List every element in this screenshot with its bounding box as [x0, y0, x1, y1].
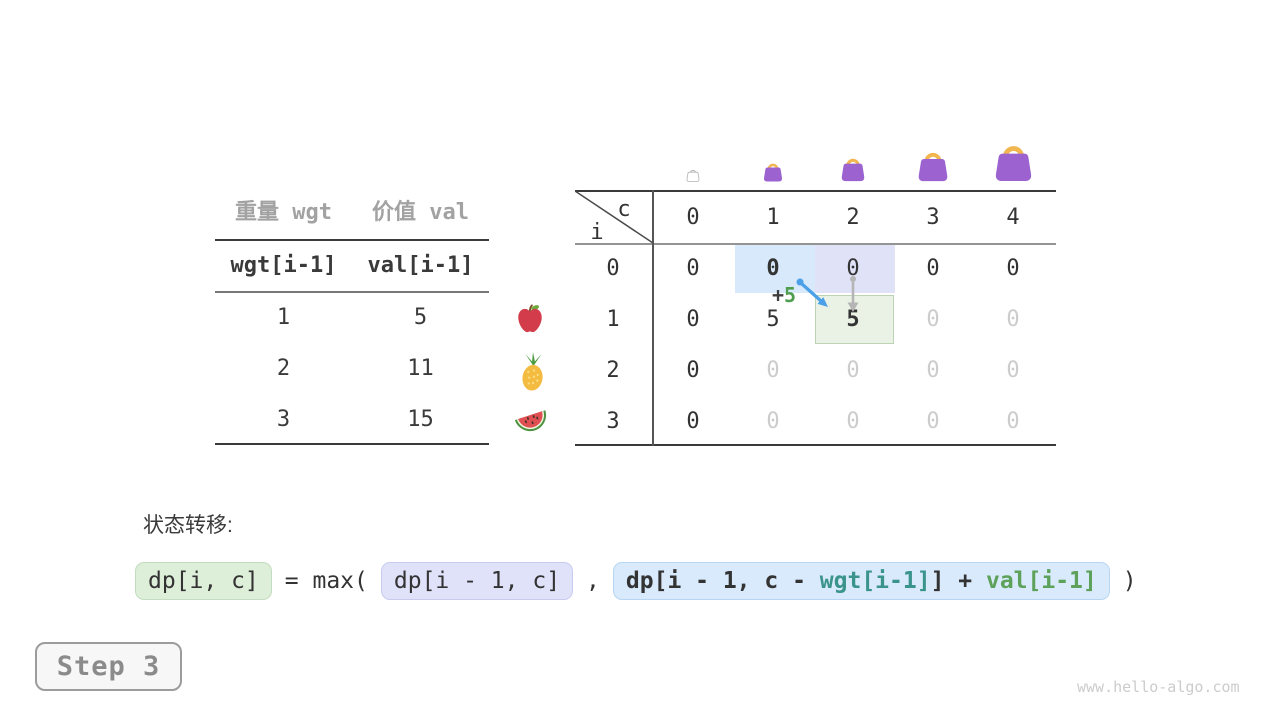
keep-chip: dp[i - 1, c]	[380, 562, 574, 600]
dp-cell: 0	[686, 409, 700, 434]
item-value: 15	[407, 407, 434, 432]
item-table-header: 重量 wgt 价值 val	[215, 194, 489, 226]
formula-comma: ,	[586, 568, 600, 594]
pineapple-icon	[522, 352, 543, 391]
col-header: 0	[686, 205, 700, 230]
dp-cell: 0	[766, 256, 780, 281]
dp-cell: 0	[1006, 256, 1020, 281]
dp-cell: 0	[926, 409, 940, 434]
add-value-label: +5	[771, 283, 797, 307]
formula-close-paren: )	[1122, 568, 1137, 594]
highlight-take-source	[815, 245, 895, 293]
item-row: 3 15	[215, 407, 489, 432]
bag-icon-3	[918, 152, 948, 182]
dp-table: c i 0 1 2 3 4 0 1 2 3 0 0 0 0 0 0 5 5 0 …	[575, 128, 1056, 448]
item-table-header-value: 价值 val	[372, 200, 469, 225]
item-table: 重量 wgt 价值 val wgt[i-1] val[i-1] 1 5 2 11…	[215, 192, 489, 450]
dp-cell: 5	[846, 307, 860, 332]
dp-cell: 0	[686, 307, 700, 332]
watermark: www.hello-algo.com	[1077, 678, 1240, 696]
item-formula-row: wgt[i-1] val[i-1]	[215, 253, 489, 278]
item-row: 2 11	[215, 356, 489, 381]
transition-title: 状态转移:	[143, 514, 233, 537]
item-weight: 2	[276, 356, 291, 381]
dp-cell: 0	[926, 307, 940, 332]
dp-cell: 0	[926, 256, 940, 281]
watermelon-icon	[514, 410, 547, 432]
dp-cell: 0	[686, 256, 700, 281]
table-rule	[575, 190, 1056, 192]
dp-cell: 0	[1006, 409, 1020, 434]
row-header: 2	[606, 358, 620, 383]
take-arrow-icon	[796, 278, 828, 307]
item-table-header-weight: 重量 wgt	[235, 200, 332, 225]
item-value: 5	[413, 305, 428, 330]
dp-cell: 0	[846, 256, 860, 281]
keep-arrow-icon	[847, 276, 859, 312]
wgt-formula: wgt[i-1]	[230, 253, 337, 278]
table-rule	[215, 291, 489, 293]
dp-cell: 0	[846, 409, 860, 434]
transition-arrows	[796, 276, 859, 312]
corner-row-label: i	[590, 220, 604, 245]
col-header: 2	[846, 205, 860, 230]
dp-cell: 0	[686, 358, 700, 383]
row-header: 0	[606, 256, 620, 281]
dp-cell: 0	[1006, 358, 1020, 383]
empty-bag-icon	[686, 169, 700, 182]
apple-icon	[518, 304, 542, 333]
take-chip: dp[i - 1, c - wgt[i-1]] + val[i-1]	[612, 562, 1110, 600]
wgt-term: wgt[i-1]	[819, 568, 931, 594]
item-weight: 1	[276, 305, 291, 330]
table-rule	[575, 243, 1056, 245]
row-header: 3	[606, 409, 620, 434]
col-header: 1	[766, 205, 780, 230]
col-header: 3	[926, 205, 940, 230]
table-rule	[575, 444, 1056, 446]
bag-icon-1	[763, 163, 783, 182]
table-rule-vertical	[652, 190, 654, 446]
bag-icon-2	[841, 158, 865, 182]
dp-cell: 5	[766, 307, 780, 332]
highlight-current-cell	[815, 295, 894, 344]
row-header: 1	[606, 307, 620, 332]
table-rule	[215, 239, 489, 241]
table-rule	[215, 443, 489, 445]
step-button[interactable]: Step 3	[35, 642, 182, 691]
dp-cell: 0	[926, 358, 940, 383]
result-chip: dp[i, c]	[135, 562, 272, 600]
item-weight: 3	[276, 407, 291, 432]
corner-diagonal-line	[575, 191, 653, 243]
dp-cell: 0	[766, 358, 780, 383]
bag-icon-4	[995, 146, 1032, 182]
val-term: val[i-1]	[985, 568, 1097, 594]
corner-col-label: c	[617, 197, 631, 222]
item-value: 11	[407, 356, 434, 381]
dp-cell: 0	[766, 409, 780, 434]
col-header: 4	[1006, 205, 1020, 230]
dp-cell: 0	[846, 358, 860, 383]
dp-cell: 0	[1006, 307, 1020, 332]
transition-formula: dp[i, c] = max( dp[i - 1, c] , dp[i - 1,…	[135, 559, 1137, 603]
formula-eq-max: = max(	[284, 568, 368, 594]
item-row: 1 5	[215, 305, 489, 330]
val-formula: val[i-1]	[367, 253, 474, 278]
